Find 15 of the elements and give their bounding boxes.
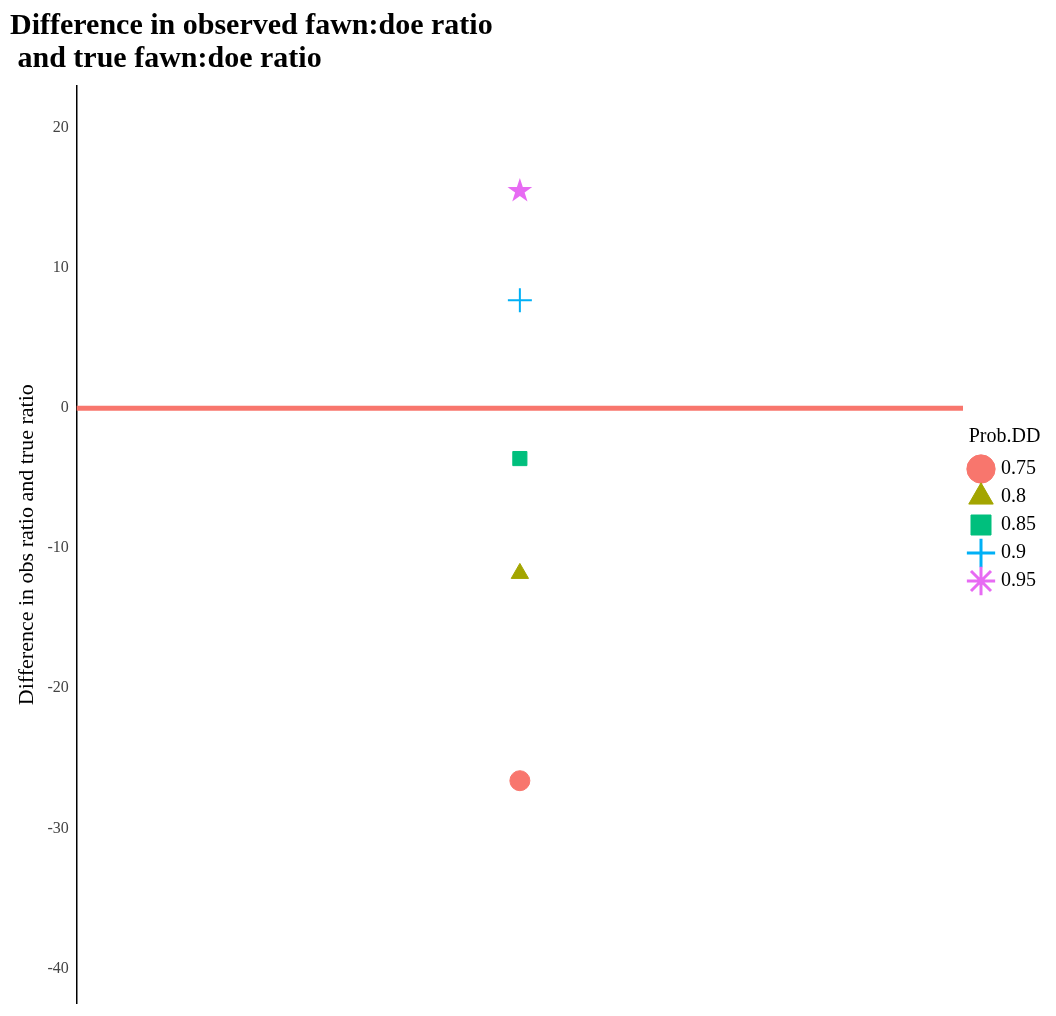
y-tick-label: 20 bbox=[52, 118, 69, 136]
y-tick-label: 10 bbox=[52, 258, 69, 276]
legend-label: 0.75 bbox=[1001, 456, 1036, 479]
legend-title: Prob.DD bbox=[968, 424, 1041, 447]
legend-label: 0.8 bbox=[1001, 484, 1026, 507]
y-tick-label: -30 bbox=[47, 818, 69, 836]
legend-label: 0.95 bbox=[1001, 568, 1036, 591]
y-tick-label: 0 bbox=[60, 398, 69, 416]
y-tick-label: -20 bbox=[47, 678, 69, 696]
legend-label: 0.85 bbox=[1001, 512, 1036, 535]
chart-title: Difference in observed fawn:doe ratio and true fawn:doe ratio bbox=[10, 7, 493, 74]
legend-label: 0.9 bbox=[1001, 540, 1026, 563]
y-tick-label: -10 bbox=[47, 538, 69, 556]
y-axis-title: Difference in obs ratio and true ratio bbox=[12, 384, 38, 706]
y-tick-label: -40 bbox=[47, 958, 69, 976]
